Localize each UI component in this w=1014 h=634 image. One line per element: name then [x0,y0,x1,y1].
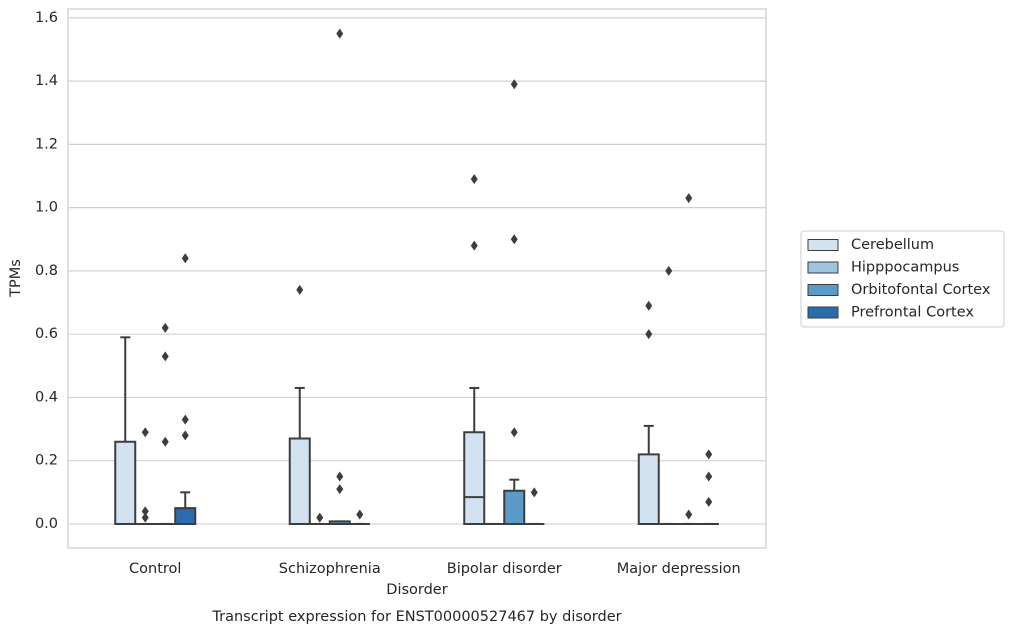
outlier [470,240,478,251]
y-tick-label: 1.2 [35,136,58,152]
outlier [296,284,304,295]
outlier [705,449,713,460]
outlier [141,427,149,438]
x-axis-label: Disorder [386,582,447,598]
plot-area [67,8,767,549]
outlier [141,506,149,517]
y-axis-label: TPMs [8,259,24,298]
outlier [510,234,518,245]
outlier [336,28,344,39]
y-tick-label: 0.6 [35,326,58,342]
legend-swatch [807,261,839,274]
y-tick-label: 1.0 [35,200,58,216]
legend-swatch [807,239,839,251]
x-tick-label: Schizophrenia [279,561,381,577]
outlier [161,351,169,362]
outlier [336,484,344,495]
box [174,507,197,525]
y-tick-label: 1.6 [35,10,58,26]
outlier [161,436,169,447]
legend-label: Orbitofontal Cortex [851,282,991,298]
outlier [645,329,653,340]
outlier [161,322,169,333]
box [288,437,311,525]
outlier [181,253,189,264]
y-tick-label: 0.8 [35,263,58,279]
legend-swatch [807,284,839,296]
box [503,489,526,525]
outlier [510,427,518,438]
outlier [510,79,518,90]
x-tick-label: Control [129,561,181,577]
outlier [141,512,149,523]
outlier [705,496,713,507]
y-tick-label: 0.2 [35,453,58,469]
outlier [470,174,478,185]
legend-label: Hipppocampus [851,260,959,276]
legend-label: Cerebellum [851,237,934,253]
y-tick-label: 0.0 [35,516,58,532]
y-tick-label: 1.4 [35,73,58,89]
outlier [685,193,693,204]
chart-title: Transcript expression for ENST0000052746… [211,609,621,625]
outlier [685,509,693,520]
outlier [705,471,713,482]
outlier [181,430,189,441]
box [463,431,486,525]
outlier [356,509,364,520]
outlier [530,487,538,498]
legend-swatch [807,306,839,319]
box [637,453,660,525]
y-tick-label: 0.4 [35,389,58,405]
legend [800,230,1005,328]
x-tick-label: Bipolar disorder [447,561,562,577]
box [114,440,137,525]
legend-label: Prefrontal Cortex [851,305,974,321]
outlier [181,414,189,425]
outlier [316,512,324,523]
outlier [645,300,653,311]
x-tick-label: Major depression [617,561,741,577]
outlier [336,471,344,482]
outlier [665,265,673,276]
